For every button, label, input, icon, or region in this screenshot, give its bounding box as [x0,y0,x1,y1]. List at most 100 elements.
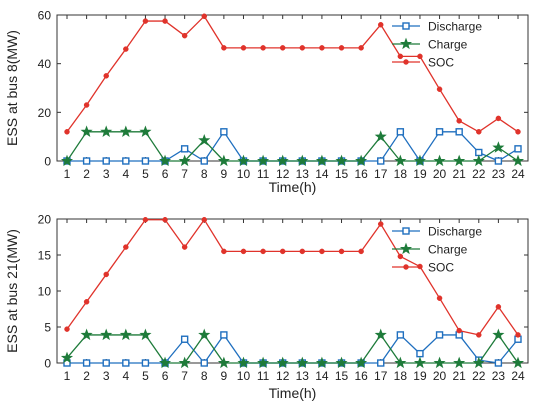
x-tick-label: 1 [64,167,71,181]
data-point-soc [299,248,306,255]
series-line-charge [66,334,519,364]
series-line-soc [66,15,519,133]
series-soc [64,13,521,135]
data-point-soc [476,129,482,135]
x-axis-label: Time(h) [269,385,317,401]
x-tick-label: 12 [276,369,290,383]
data-point-soc [338,45,345,51]
x-tick-label: 10 [237,167,251,181]
x-tick-label: 5 [142,167,149,181]
y-tick-label: 0 [44,155,51,169]
legend-label-charge: Charge [428,243,468,257]
data-point-soc [103,271,109,278]
data-point-discharge [396,128,405,136]
x-tick-label: 9 [221,369,228,383]
legend-swatch-marker-charge [399,37,413,50]
data-point-soc [123,244,129,250]
y-axis-label: ESS at bus 21(MW) [4,229,20,353]
data-point-soc [260,45,266,51]
data-point-soc [397,53,404,60]
data-point-charge [276,356,289,369]
series-line-discharge [67,131,519,162]
x-tick-label: 24 [511,167,525,181]
data-point-charge [119,125,132,137]
data-point-soc [240,45,247,51]
data-point-discharge [396,331,405,339]
legend-label-discharge: Discharge [428,20,482,34]
data-point-charge [237,154,250,167]
data-point-discharge [180,335,189,343]
x-tick-label: 2 [83,369,90,383]
data-point-soc [436,86,443,92]
x-tick-label: 4 [122,167,129,181]
x-tick-label: 6 [162,167,169,181]
data-point-charge [276,154,289,167]
data-point-charge [257,356,270,369]
legend-label-soc: SOC [428,56,454,70]
x-tick-label: 19 [413,167,427,181]
x-tick-label: 20 [433,369,447,383]
data-point-charge [100,328,113,341]
data-point-discharge [377,359,385,367]
x-tick-label: 18 [394,167,408,181]
x-tick-label: 8 [201,167,208,181]
x-tick-label: 3 [103,167,110,181]
data-point-charge [374,328,387,341]
series-charge [60,328,525,369]
data-point-charge [315,356,328,369]
data-point-charge [296,154,309,167]
series-discharge [63,331,522,367]
x-tick-label: 4 [122,369,129,383]
data-point-discharge [377,157,385,165]
series-line-soc [66,219,519,336]
series-soc [64,216,521,338]
data-point-charge [60,154,74,167]
x-tick-label: 11 [257,369,270,383]
y-tick-label: 60 [38,9,52,23]
data-point-soc [417,53,423,60]
data-point-discharge [435,128,444,136]
data-point-charge [178,356,191,369]
data-point-discharge [82,157,91,165]
x-tick-label: 15 [335,369,349,383]
data-point-soc [181,244,188,250]
data-point-soc [358,45,364,51]
data-point-discharge [200,157,208,165]
data-point-discharge [220,128,228,136]
data-point-charge [178,154,191,167]
x-tick-label: 2 [83,167,90,181]
data-point-charge [374,130,387,142]
data-point-soc [162,18,168,24]
x-tick-label: 21 [452,369,466,383]
data-point-soc [240,248,247,255]
x-tick-label: 11 [257,167,270,181]
data-point-soc [377,221,384,227]
data-point-soc [181,32,188,39]
data-point-discharge [435,331,444,339]
x-tick-label: 23 [492,369,506,383]
x-tick-label: 15 [335,167,349,181]
data-point-discharge [200,359,208,367]
legend-swatch-marker-charge [399,242,413,255]
x-tick-label: 19 [413,369,427,383]
x-tick-label: 20 [433,167,447,181]
data-point-soc [201,216,208,223]
data-point-charge [472,356,485,369]
x-tick-label: 16 [354,369,368,383]
x-tick-label: 7 [181,167,188,181]
x-tick-label: 9 [221,167,228,181]
legend-swatch-marker-discharge [402,22,410,30]
data-point-charge [60,351,74,364]
data-point-charge [355,356,368,369]
data-point-soc [83,299,90,305]
data-point-charge [198,133,211,146]
data-point-charge [453,356,466,369]
data-point-soc [319,248,325,255]
y-tick-label: 15 [38,249,52,263]
data-point-soc [221,248,227,255]
data-point-discharge [475,148,483,157]
y-tick-label: 20 [38,106,52,120]
data-point-discharge [180,145,189,153]
data-point-soc [456,327,462,334]
data-point-discharge [494,359,503,367]
